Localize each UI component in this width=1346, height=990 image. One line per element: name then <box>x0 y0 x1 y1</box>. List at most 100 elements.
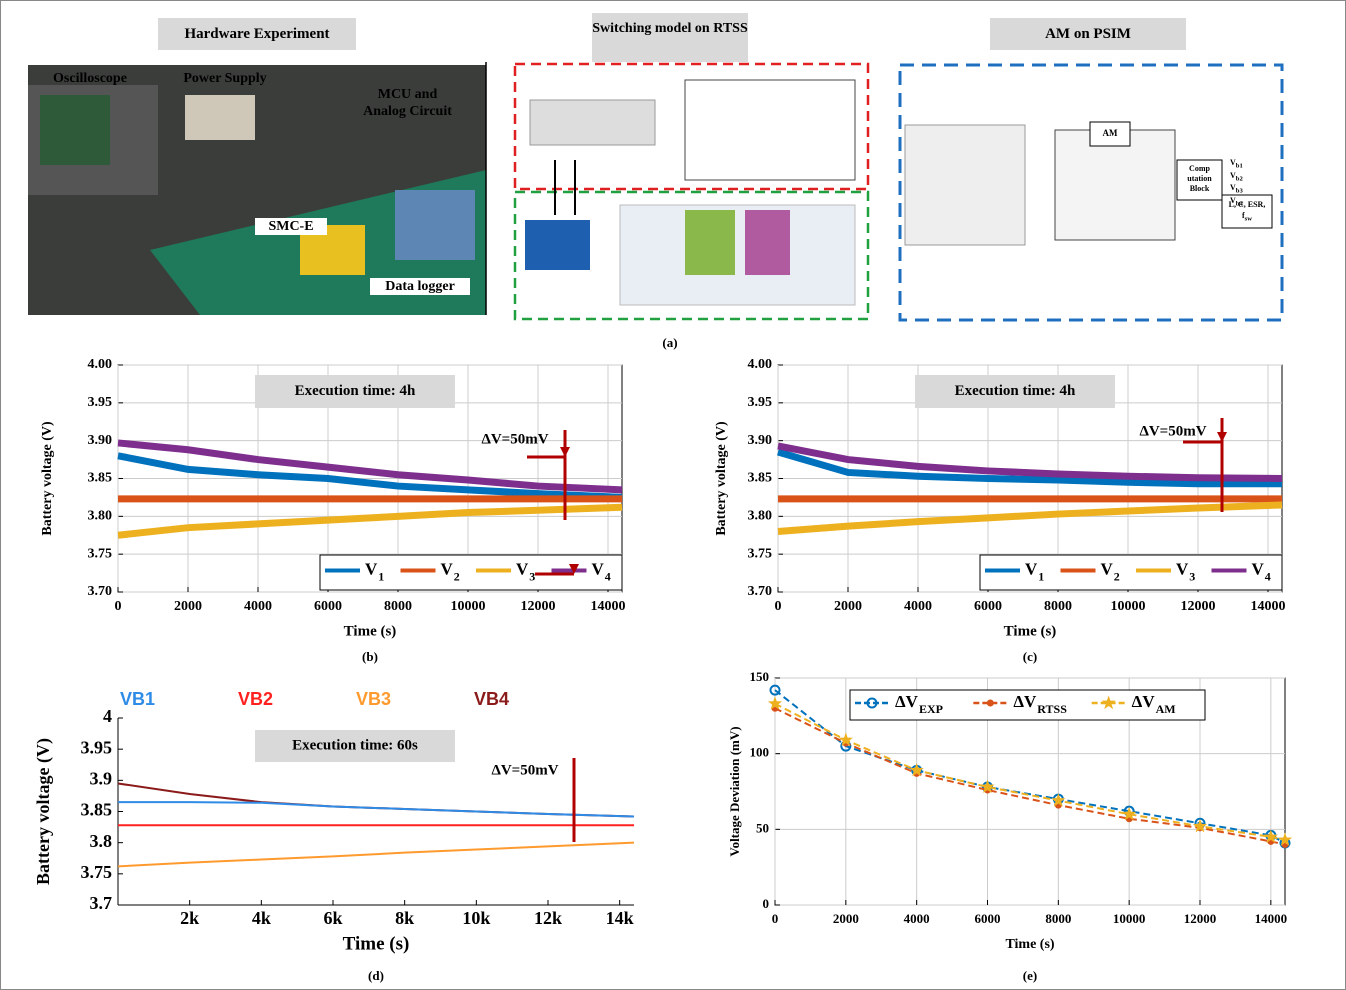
x-tick-label: 4000 <box>904 599 932 614</box>
legend-label: V <box>365 559 378 578</box>
comp-line: Comp <box>1177 164 1222 174</box>
x-tick-label: 4000 <box>244 599 272 614</box>
photo-label: MCU and Analog Circuit <box>355 86 460 120</box>
legend-label: V <box>1176 559 1189 578</box>
x-axis-label: Time (s) <box>1005 937 1054 952</box>
legend-subscript: 1 <box>378 569 384 583</box>
y-tick-label: 3.95 <box>81 737 113 757</box>
y-tick-label: 0 <box>763 896 770 911</box>
logger-screen <box>395 190 475 260</box>
y-tick-label: 3.70 <box>748 584 773 599</box>
legend-label: V <box>1025 559 1038 578</box>
x-tick-label: 8000 <box>384 599 412 614</box>
legend-label: VB2 <box>238 689 273 709</box>
y-tick-label: 3.85 <box>81 800 113 820</box>
annotation: Execution time: 60s <box>292 737 418 753</box>
input: Vb3 <box>1230 183 1260 196</box>
annotation: Execution time: 4h <box>955 383 1076 399</box>
x-tick-label: 10000 <box>1111 599 1146 614</box>
legend-label: VB4 <box>474 689 509 709</box>
figure-canvas: 3.703.753.803.853.903.954.00020004000600… <box>0 0 1346 990</box>
x-tick-label: 14000 <box>1251 599 1286 614</box>
y-tick-label: 3.75 <box>748 546 773 561</box>
input-sub: b3 <box>1236 188 1243 195</box>
legend-subscript: 2 <box>454 569 460 583</box>
y-tick-label: 3.80 <box>748 509 773 524</box>
y-axis-label: Voltage Deviation (mV) <box>727 726 742 856</box>
y-tick-label: 3.70 <box>88 584 113 599</box>
result-2 <box>745 210 790 275</box>
y-tick-label: 150 <box>750 669 770 684</box>
am-label: AM <box>1090 125 1130 142</box>
legend-label: V <box>1252 559 1265 578</box>
x-tick-label: 4000 <box>904 911 930 926</box>
y-tick-label: 3.95 <box>88 395 113 410</box>
x-tick-label: 8000 <box>1045 911 1071 926</box>
x-tick-label: 2000 <box>834 599 862 614</box>
x-axis-label: Time (s) <box>1004 623 1057 639</box>
params: L, C, ESR,fsw <box>1222 199 1272 225</box>
y-tick-label: 4.00 <box>748 357 773 372</box>
caption: (d) <box>368 968 384 983</box>
annotation: Execution time: 4h <box>295 383 416 399</box>
x-tick-label: 10000 <box>1113 911 1146 926</box>
x-tick-label: 4k <box>252 908 271 928</box>
legend-subscript: RTSS <box>1037 702 1067 716</box>
x-tick-label: 12000 <box>1181 599 1216 614</box>
legend-label: V <box>516 559 529 578</box>
y-tick-label: 4 <box>103 706 112 726</box>
figure: 3.703.753.803.853.903.954.00020004000600… <box>0 0 1346 990</box>
legend-label: VB1 <box>120 689 155 709</box>
results <box>620 205 855 305</box>
photo-label: Power Supply <box>170 70 280 87</box>
x-tick-label: 12000 <box>521 599 556 614</box>
y-tick-label: 50 <box>756 820 769 835</box>
x-tick-label: 2k <box>180 908 199 928</box>
legend-label: V <box>592 559 605 578</box>
x-tick-label: 6000 <box>975 911 1001 926</box>
x-tick-label: 10000 <box>451 599 486 614</box>
delta-label: ΔV=50mV <box>491 762 558 778</box>
pc <box>525 220 590 270</box>
photo-label: Data logger <box>370 278 470 295</box>
x-tick-label: 14000 <box>1255 911 1288 926</box>
supply-img <box>185 95 255 140</box>
marker <box>987 700 994 707</box>
input-sub: b2 <box>1236 175 1243 182</box>
x-tick-label: 0 <box>115 599 122 614</box>
y-tick-label: 3.75 <box>81 862 113 882</box>
x-tick-label: 8000 <box>1044 599 1072 614</box>
y-axis-label: Battery voltage (V) <box>33 738 54 885</box>
rtss-device <box>530 100 655 145</box>
circuit <box>685 80 855 180</box>
x-tick-label: 2000 <box>833 911 859 926</box>
x-tick-label: 2000 <box>174 599 202 614</box>
x-tick-label: 6000 <box>314 599 342 614</box>
y-tick-label: 3.85 <box>748 471 773 486</box>
param-f-sub: sw <box>1245 216 1252 223</box>
x-tick-label: 10k <box>462 908 490 928</box>
y-tick-label: 3.9 <box>90 768 113 788</box>
y-tick-label: 3.8 <box>90 831 113 851</box>
y-axis-label: Battery voltage (V) <box>40 421 55 536</box>
y-tick-label: 3.85 <box>88 471 113 486</box>
legend-subscript: EXP <box>919 702 943 716</box>
legend-subscript: 3 <box>529 569 535 583</box>
caption: (e) <box>1023 968 1037 983</box>
y-tick-label: 3.80 <box>88 509 113 524</box>
params-text: L, C, ESR, <box>1222 199 1272 210</box>
legend-subscript: 2 <box>1114 569 1120 583</box>
y-tick-label: 3.75 <box>88 546 113 561</box>
y-tick-label: 3.7 <box>90 893 113 913</box>
x-axis-label: Time (s) <box>343 933 410 954</box>
psim-title: AM on PSIM <box>990 18 1186 50</box>
caption: (c) <box>1023 649 1037 664</box>
legend-subscript: AM <box>1156 702 1176 716</box>
y-tick-label: 4.00 <box>88 357 113 372</box>
x-tick-label: 14k <box>606 908 634 928</box>
hardware-title: Hardware Experiment <box>158 18 356 50</box>
x-tick-label: 12k <box>534 908 562 928</box>
y-tick-label: 3.90 <box>88 433 113 448</box>
result-1 <box>685 210 735 275</box>
